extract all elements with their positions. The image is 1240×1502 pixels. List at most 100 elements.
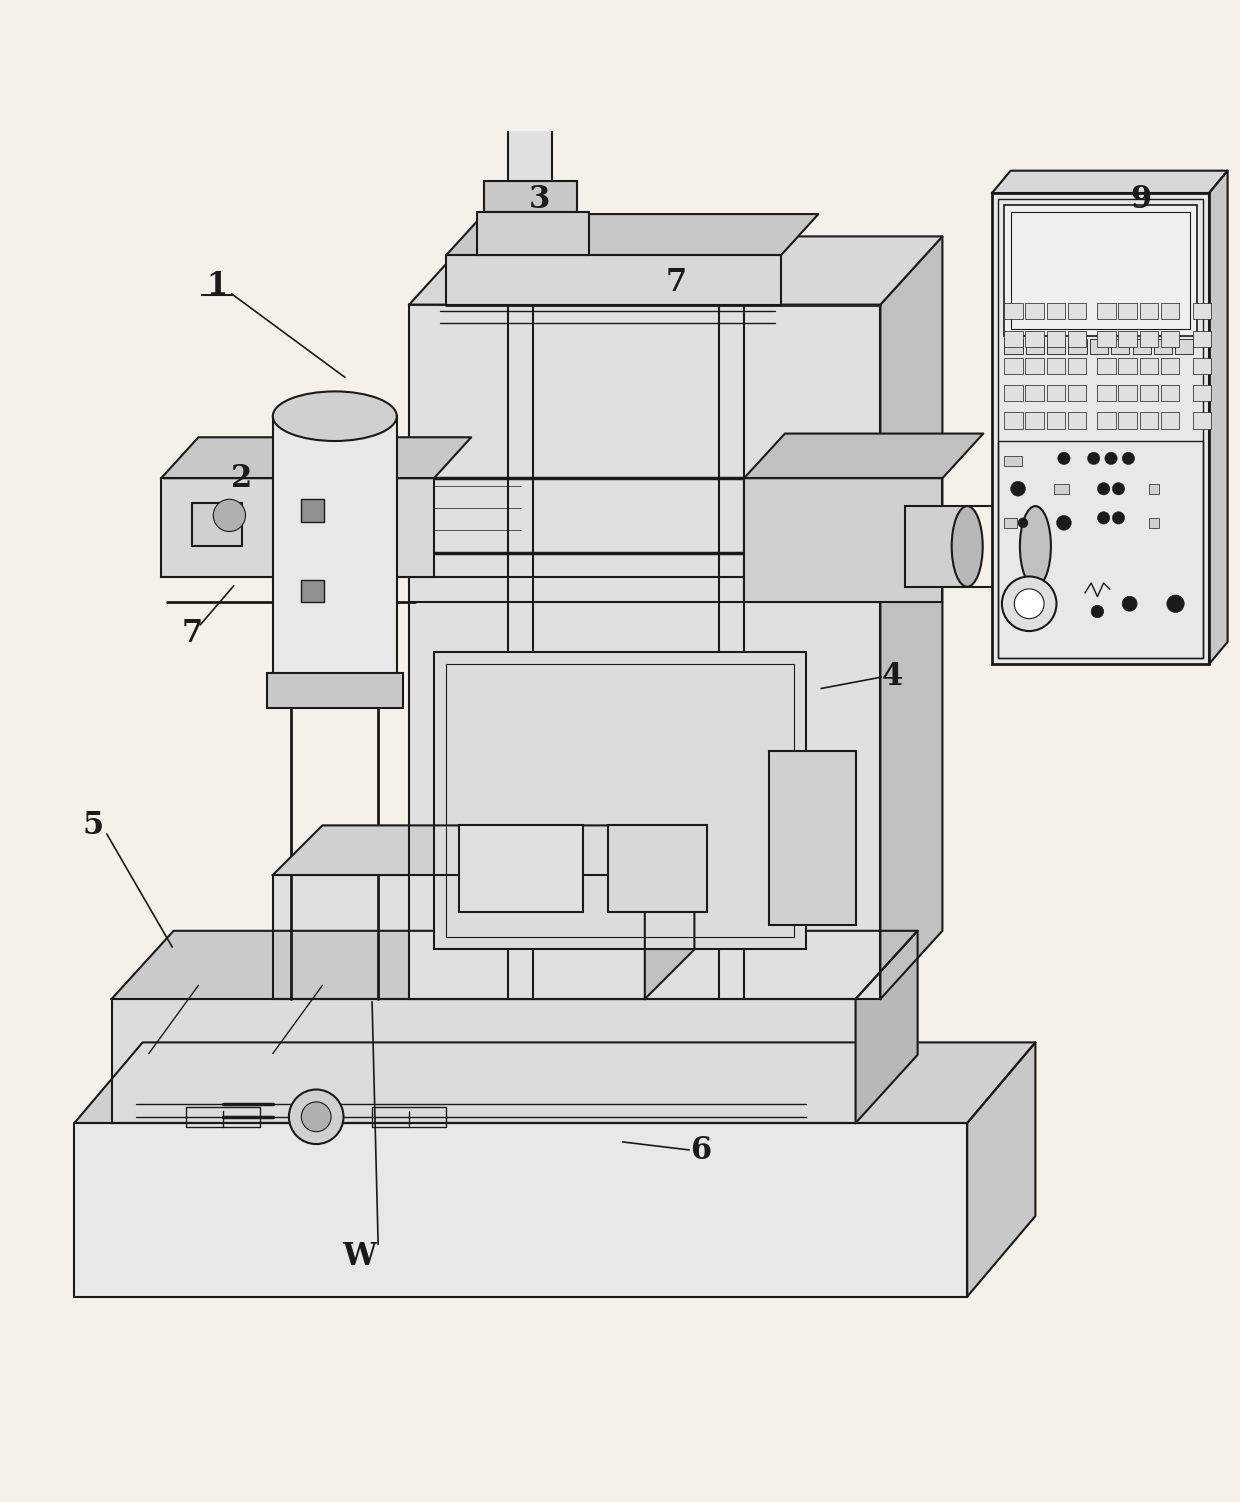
Bar [74, 1123, 967, 1296]
Bar [1149, 484, 1159, 494]
Bar [1047, 330, 1065, 347]
Bar [1068, 303, 1086, 320]
Bar [1068, 385, 1086, 401]
Bar [446, 664, 794, 937]
Bar [1149, 518, 1159, 527]
Bar [1140, 330, 1158, 347]
Text: 4: 4 [882, 661, 904, 692]
Bar [1097, 357, 1116, 374]
Bar [112, 999, 856, 1123]
Bar [1118, 385, 1137, 401]
Circle shape [1056, 515, 1071, 530]
Bar [1161, 303, 1179, 320]
Bar [1004, 330, 1023, 347]
Bar [372, 1107, 446, 1126]
Bar [1004, 206, 1197, 335]
Bar [1161, 413, 1179, 428]
Bar [1097, 385, 1116, 401]
Circle shape [1014, 589, 1044, 619]
Bar [434, 652, 806, 949]
Bar [409, 305, 880, 999]
Bar [905, 506, 967, 587]
Bar [1161, 330, 1179, 347]
Bar [1118, 330, 1137, 347]
Polygon shape [1209, 171, 1228, 664]
Bar [1193, 303, 1211, 320]
Bar [74, 1123, 967, 1296]
Bar [446, 255, 781, 305]
Circle shape [1112, 512, 1125, 524]
Polygon shape [112, 931, 918, 999]
Polygon shape [446, 215, 818, 255]
Bar [502, 101, 558, 125]
Bar [905, 506, 967, 587]
Bar [1193, 413, 1211, 428]
Circle shape [1122, 452, 1135, 464]
Bar [1025, 357, 1044, 374]
Bar [1132, 339, 1151, 354]
Bar [1025, 339, 1044, 354]
Bar [477, 212, 589, 255]
Bar [1025, 385, 1044, 401]
Text: 7: 7 [181, 617, 203, 649]
Bar [992, 192, 1209, 664]
Bar [1025, 330, 1044, 347]
Bar [161, 478, 434, 577]
Bar [459, 826, 583, 912]
Bar [1004, 457, 1022, 466]
Bar [1004, 357, 1023, 374]
Text: 5: 5 [82, 810, 104, 841]
Bar [484, 180, 577, 212]
Circle shape [1058, 452, 1070, 464]
Bar [1090, 339, 1109, 354]
Bar [1047, 303, 1065, 320]
Bar [1004, 339, 1023, 354]
Bar [1068, 330, 1086, 347]
Circle shape [1002, 577, 1056, 631]
Polygon shape [273, 826, 694, 876]
Bar [273, 416, 397, 689]
Polygon shape [161, 437, 471, 478]
Circle shape [1122, 596, 1137, 611]
Circle shape [1167, 595, 1184, 613]
Circle shape [289, 1089, 343, 1145]
Ellipse shape [1021, 506, 1052, 587]
Circle shape [1011, 481, 1025, 496]
Bar [186, 1107, 260, 1126]
Bar [1193, 330, 1211, 347]
Bar [1140, 357, 1158, 374]
Bar [1140, 385, 1158, 401]
Bar [161, 478, 434, 577]
Bar [273, 876, 645, 999]
Bar [1068, 413, 1086, 428]
Polygon shape [856, 931, 918, 1123]
Bar [1011, 212, 1190, 329]
Bar [1004, 206, 1197, 335]
Bar [992, 192, 1209, 664]
Polygon shape [967, 1042, 1035, 1296]
Bar [1004, 303, 1023, 320]
Bar [1161, 357, 1179, 374]
Polygon shape [744, 434, 983, 478]
Circle shape [1097, 482, 1110, 496]
Bar [1161, 385, 1179, 401]
Circle shape [1018, 518, 1028, 527]
Circle shape [213, 499, 246, 532]
Bar [1118, 303, 1137, 320]
Bar [1004, 518, 1017, 527]
Bar [1068, 357, 1086, 374]
Text: 7: 7 [665, 267, 687, 297]
Bar [1193, 385, 1211, 401]
Bar [1154, 339, 1172, 354]
Polygon shape [645, 826, 694, 999]
Bar [192, 503, 242, 547]
Bar [1047, 385, 1065, 401]
Text: 6: 6 [689, 1136, 712, 1166]
Circle shape [1087, 452, 1100, 464]
Text: 1: 1 [206, 270, 228, 302]
Bar [1025, 413, 1044, 428]
Bar [998, 442, 1203, 658]
Bar [477, 212, 589, 255]
Circle shape [1091, 605, 1104, 617]
Bar [267, 673, 403, 707]
